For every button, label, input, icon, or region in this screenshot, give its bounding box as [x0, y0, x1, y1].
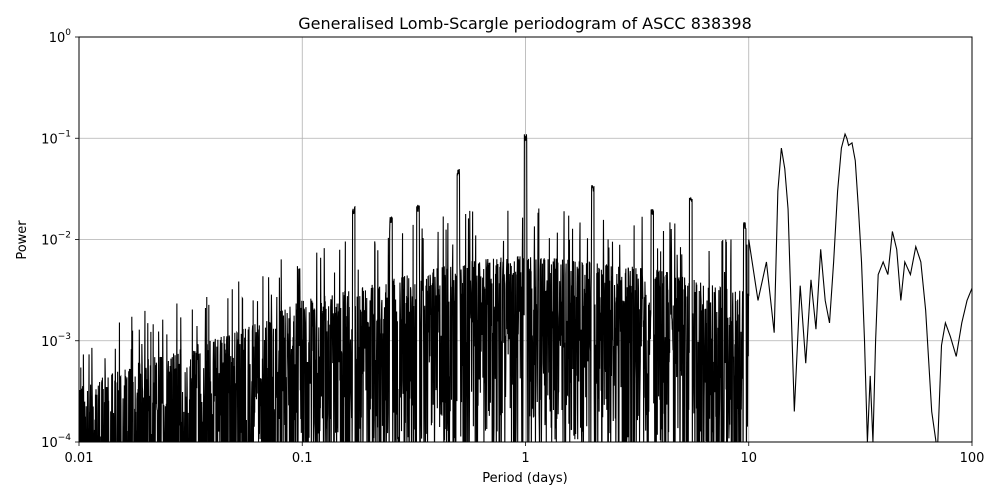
x-axis-ticks: 0.01 0.1 1 10 100	[65, 442, 985, 466]
x-axis-label: Period (days)	[482, 471, 568, 486]
x-tick-label: 0.01	[65, 451, 94, 466]
y-tick-exponent: −4	[58, 433, 72, 443]
power-series-line	[79, 132, 972, 442]
y-tick-base: 10	[41, 234, 58, 249]
y-axis-label: Power	[15, 220, 30, 260]
x-tick-label: 100	[960, 451, 985, 466]
plot-area	[79, 132, 972, 442]
y-tick-label: 10−1	[41, 129, 71, 147]
x-tick-label: 0.1	[292, 451, 313, 466]
y-tick-exponent: −3	[58, 332, 71, 342]
y-tick-base: 10	[41, 335, 58, 350]
chart-title: Generalised Lomb-Scargle periodogram of …	[298, 14, 752, 33]
y-tick-label: 10−2	[41, 231, 71, 249]
x-tick-label: 10	[740, 451, 757, 466]
y-tick-base: 10	[41, 436, 58, 451]
y-tick-exponent: 0	[65, 28, 71, 38]
y-tick-base: 10	[41, 132, 58, 147]
y-tick-label: 10−3	[41, 332, 71, 350]
series-power	[79, 132, 972, 442]
x-tick-label: 1	[521, 451, 529, 466]
y-tick-label: 10−4	[41, 433, 71, 451]
y-tick-exponent: −1	[58, 129, 71, 139]
y-tick-base: 10	[49, 31, 66, 46]
y-tick-exponent: −2	[58, 231, 71, 241]
y-tick-label: 100	[49, 28, 72, 46]
